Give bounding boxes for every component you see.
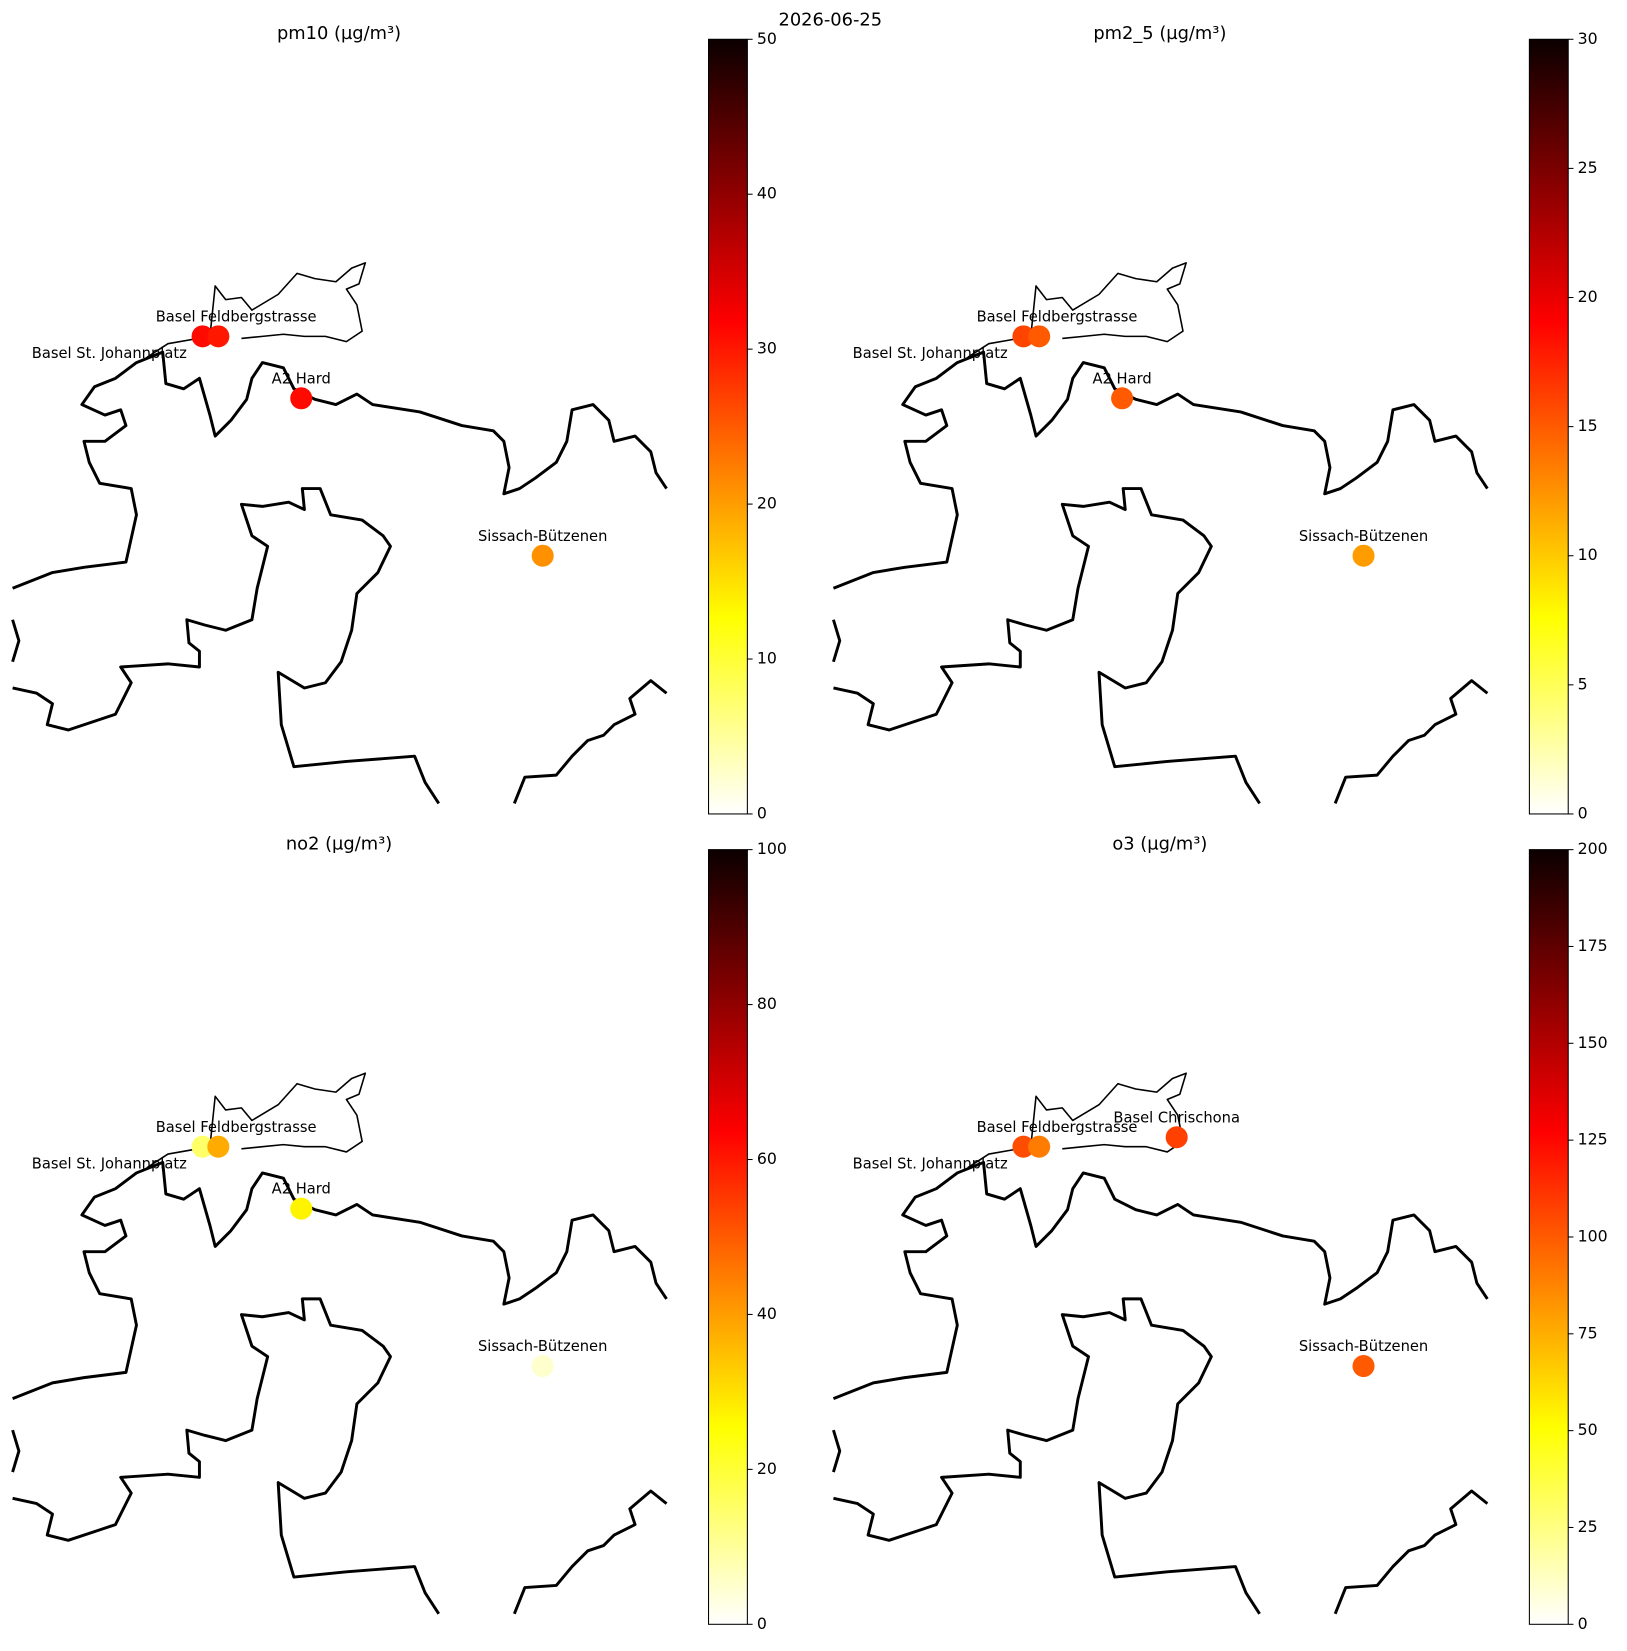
station-marker: [290, 387, 313, 410]
colorbar: [708, 849, 748, 1625]
colorbar-tick-label: 75: [1578, 1323, 1598, 1342]
station-marker: [1352, 1355, 1375, 1378]
station-marker: [1352, 544, 1375, 567]
station-label: A2 Hard: [272, 1181, 331, 1198]
station-marker: [290, 1197, 313, 1220]
station-label: Basel St. Johannplatz: [32, 345, 187, 362]
colorbar-tick-label: 5: [1578, 674, 1588, 693]
colorbar-tick-label: 20: [1578, 287, 1598, 306]
station-label: Sissach-Bützenen: [1299, 1338, 1428, 1355]
subplot: pm2_5 (µg/m³) Basel St. Johannplatz Basel …: [831, 23, 1598, 822]
colorbar-tick-label: 0: [757, 803, 767, 822]
station-label: A2 Hard: [272, 370, 331, 387]
subplot-title: pm2_5 (µg/m³): [1093, 23, 1226, 44]
colorbar-tick-label: 40: [757, 1304, 777, 1323]
station-marker: [1012, 1135, 1035, 1158]
colorbar-tick-label: 0: [757, 1614, 767, 1633]
station-label: Basel St. Johannplatz: [853, 345, 1008, 362]
colorbar-tick-label: 175: [1578, 936, 1608, 955]
colorbar-tick-label: 20: [757, 1459, 777, 1478]
colorbar-tick-label: 125: [1578, 1130, 1608, 1149]
station-label: Sissach-Bützenen: [478, 528, 607, 545]
figure-title: 2026-06-25: [778, 9, 882, 30]
colorbar-tick-label: 30: [757, 339, 777, 358]
colorbar-tick-label: 0: [1578, 803, 1588, 822]
subplot-title: no2 (µg/m³): [286, 833, 392, 854]
station-marker: [1111, 387, 1134, 410]
station-marker: [1028, 325, 1051, 348]
station-marker: [207, 1135, 230, 1158]
subplot: o3 (µg/m³) Basel St. Johannplatz Basel Fel…: [831, 833, 1608, 1633]
station-label: Sissach-Bützenen: [1299, 528, 1428, 545]
station-label: Basel St. Johannplatz: [853, 1156, 1008, 1173]
station-label: Basel Feldbergstrasse: [156, 308, 317, 325]
colorbar: [708, 38, 748, 815]
colorbar-tick-label: 10: [757, 649, 777, 668]
colorbar-tick-label: 20: [757, 494, 777, 513]
station-marker: [207, 325, 230, 348]
colorbar-tick-label: 200: [1578, 839, 1608, 858]
station-label: Basel St. Johannplatz: [32, 1156, 187, 1173]
station-label: Sissach-Bützenen: [478, 1338, 607, 1355]
colorbar: [1528, 38, 1569, 815]
colorbar-tick-label: 100: [1578, 1226, 1608, 1245]
station-label: Basel Feldbergstrasse: [977, 1119, 1138, 1136]
station-marker: [1012, 325, 1035, 348]
subplot: no2 (µg/m³) Basel St. Johannplatz Basel Fe…: [11, 833, 787, 1633]
colorbar-tick-label: 30: [1578, 29, 1598, 48]
station-label: Basel Chrischona: [1113, 1109, 1240, 1126]
colorbar-tick-label: 150: [1578, 1033, 1608, 1052]
colorbar-tick-label: 25: [1578, 1517, 1598, 1536]
colorbar-tick-label: 100: [757, 839, 787, 858]
colorbar-tick-label: 15: [1578, 416, 1598, 435]
colorbar-tick-label: 0: [1578, 1614, 1588, 1633]
station-label: Basel Feldbergstrasse: [977, 308, 1138, 325]
station-marker: [1165, 1126, 1188, 1149]
station-label: A2 Hard: [1092, 370, 1151, 387]
station-label: Basel Feldbergstrasse: [156, 1119, 317, 1136]
colorbar-tick-label: 40: [757, 184, 777, 203]
subplot-title: o3 (µg/m³): [1112, 833, 1207, 854]
colorbar-tick-label: 50: [1578, 1420, 1598, 1439]
subplot-title: pm10 (µg/m³): [277, 23, 401, 44]
colorbar-tick-label: 60: [757, 1149, 777, 1168]
colorbar-tick-label: 50: [757, 29, 777, 48]
colorbar-tick-label: 80: [757, 994, 777, 1013]
station-marker: [531, 544, 554, 567]
colorbar-tick-label: 25: [1578, 158, 1598, 177]
colorbar: [1528, 849, 1569, 1625]
station-marker: [531, 1355, 554, 1378]
colorbar-tick-label: 10: [1578, 545, 1598, 564]
station-marker: [1028, 1135, 1051, 1158]
station-marker: [191, 325, 214, 348]
subplot: pm10 (µg/m³) Basel St. Johannplatz Basel F…: [11, 23, 777, 822]
station-marker: [191, 1135, 214, 1158]
